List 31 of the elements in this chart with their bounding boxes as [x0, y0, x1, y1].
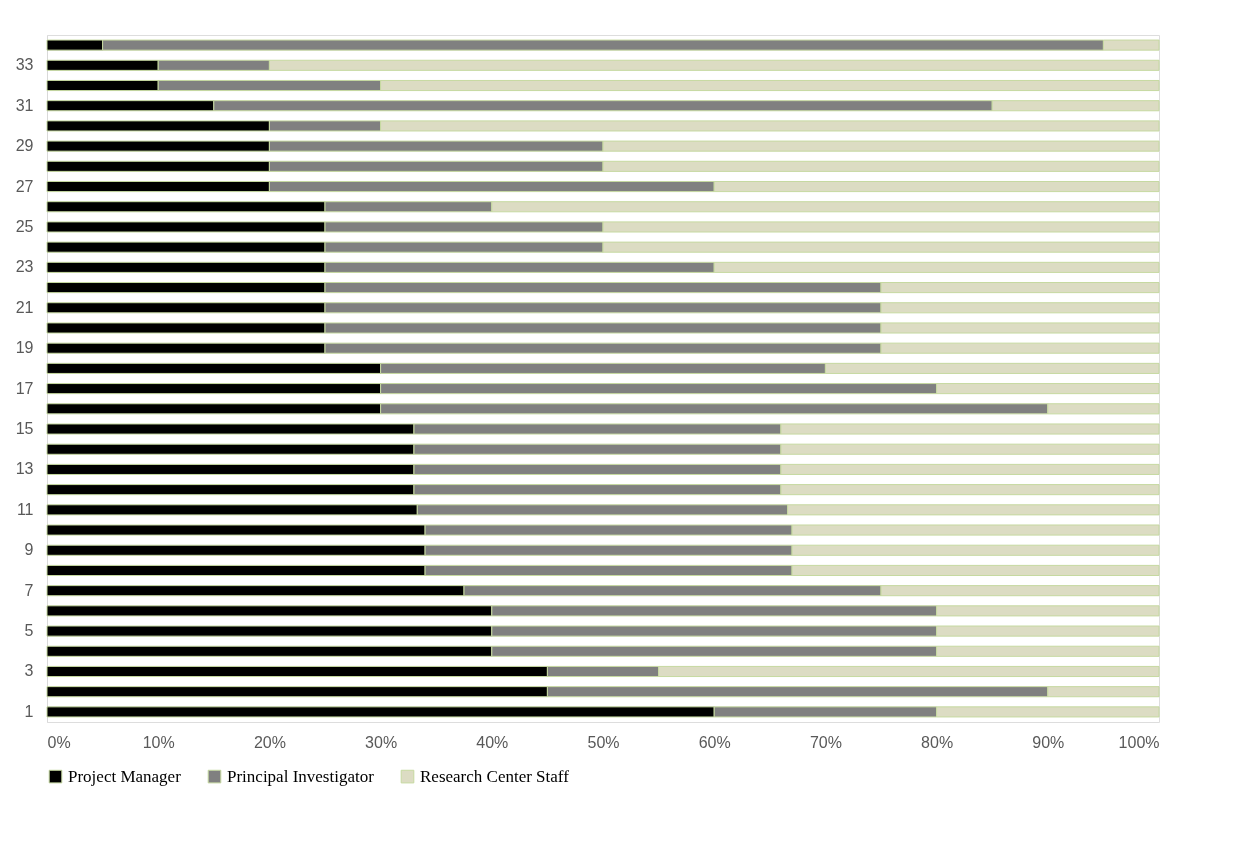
y-tick-label: 25: [15, 217, 34, 235]
y-tick-label: 13: [15, 460, 34, 478]
y-tick-label: 27: [15, 177, 34, 195]
legend-label: Research Center Staff: [420, 766, 570, 786]
x-tick-label: 50%: [587, 733, 620, 751]
y-tick-label: 33: [15, 56, 34, 74]
x-tick-label: 100%: [1118, 733, 1160, 751]
x-tick-label: 90%: [1032, 733, 1065, 751]
x-tick-label: 20%: [253, 733, 286, 751]
y-tick-label: 19: [15, 339, 34, 357]
y-tick-label: 31: [15, 96, 34, 114]
x-tick-label: 0%: [47, 733, 71, 751]
y-tick-label: 11: [16, 500, 34, 518]
y-tick-label: 29: [15, 137, 34, 155]
legend-label: Principal Investigator: [227, 766, 375, 786]
y-tick-label: 1: [24, 702, 34, 720]
y-tick-label: 21: [15, 298, 34, 316]
legend-label: Project Manager: [68, 766, 182, 786]
y-tick-label: 23: [15, 258, 34, 276]
x-tick-label: 10%: [142, 733, 175, 751]
y-tick-label: 3: [24, 662, 34, 680]
y-tick-label: 9: [24, 541, 34, 559]
y-tick-label: 17: [15, 379, 34, 397]
x-tick-label: 60%: [698, 733, 731, 751]
x-tick-label: 40%: [476, 733, 509, 751]
x-tick-label: 70%: [809, 733, 842, 751]
x-tick-label: 80%: [921, 733, 954, 751]
y-tick-label: 7: [24, 581, 34, 599]
y-tick-label: 15: [15, 420, 34, 438]
x-tick-label: 30%: [365, 733, 398, 751]
y-tick-label: 5: [24, 622, 34, 640]
